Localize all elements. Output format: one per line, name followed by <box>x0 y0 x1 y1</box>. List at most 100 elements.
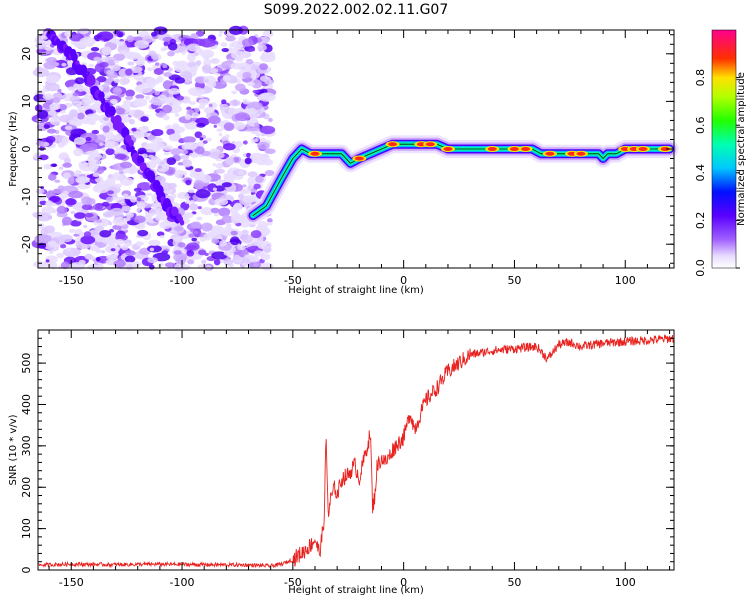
noise-blob <box>190 33 199 40</box>
noise-blob <box>81 142 98 151</box>
noise-blob <box>157 94 167 101</box>
secondary-trace-blob <box>89 76 96 86</box>
noise-blob <box>125 95 134 101</box>
noise-blob <box>39 145 45 151</box>
noise-blob <box>175 46 186 52</box>
noise-blob <box>41 49 47 53</box>
noise-blob <box>126 242 133 247</box>
noise-blob <box>206 137 212 142</box>
noise-blob <box>221 99 227 105</box>
colorbar-ticks: 0.0 0.2 0.4 0.6 0.8 <box>694 69 740 277</box>
snr-frame <box>37 329 675 571</box>
noise-blob <box>59 243 67 249</box>
noise-blob <box>95 219 103 223</box>
noise-blob <box>59 234 73 243</box>
noise-blob <box>101 250 106 254</box>
noise-blob <box>187 259 195 265</box>
noise-blob <box>147 67 153 72</box>
noise-blob <box>92 172 100 178</box>
noise-blob <box>145 95 150 100</box>
noise-blob <box>210 225 225 235</box>
noise-blob <box>247 107 257 116</box>
noise-blob <box>214 198 229 206</box>
noise-blob <box>183 74 193 83</box>
noise-blob <box>134 241 144 247</box>
spectrogram-noise <box>31 25 277 272</box>
noise-blob <box>44 242 60 251</box>
trace-hotspot <box>509 147 519 151</box>
noise-blob <box>229 99 241 107</box>
noise-blob <box>203 107 215 114</box>
noise-blob <box>76 112 85 120</box>
noise-blob <box>220 107 236 116</box>
noise-blob <box>75 103 82 109</box>
trace-hotspot <box>354 156 364 161</box>
noise-blob <box>184 121 199 130</box>
noise-blob <box>167 42 178 51</box>
colorbar-tick-label: 0.2 <box>694 212 707 230</box>
noise-blob <box>183 141 198 150</box>
noise-blob <box>252 138 259 143</box>
noise-blob <box>37 109 49 119</box>
noise-blob <box>137 147 147 155</box>
noise-blob <box>159 221 172 230</box>
noise-blob <box>95 248 102 254</box>
colorbar-tick-label: 0.4 <box>694 164 707 182</box>
x-tick-label: -100 <box>170 274 195 287</box>
noise-blob <box>156 143 166 150</box>
noise-blob <box>259 63 268 71</box>
noise-blob <box>179 154 190 160</box>
noise-blob <box>129 196 137 203</box>
noise-blob <box>231 40 244 48</box>
noise-blob <box>45 82 60 92</box>
noise-blob <box>260 253 271 261</box>
trace-hotspot <box>545 151 555 156</box>
secondary-trace-blob <box>179 219 185 226</box>
y-tick-label: 0 <box>20 146 33 153</box>
noise-blob <box>133 101 142 107</box>
noise-blob <box>107 239 117 247</box>
noise-blob <box>198 249 207 256</box>
noise-blob <box>166 157 177 166</box>
noise-blob <box>237 62 250 72</box>
noise-blob <box>229 236 240 246</box>
noise-blob <box>231 90 237 95</box>
noise-blob <box>42 93 54 101</box>
noise-blob <box>113 65 120 70</box>
noise-blob <box>231 140 236 145</box>
noise-blob <box>174 169 184 179</box>
noise-blob <box>250 230 262 239</box>
secondary-trace-blob <box>71 52 78 62</box>
noise-blob <box>250 65 260 70</box>
snr-panel: -150 -100 -50 0 50 100 0 100 200 300 400 500 Heigh… <box>8 329 675 596</box>
noise-blob <box>34 104 43 112</box>
noise-blob <box>63 157 71 165</box>
noise-blob <box>109 207 124 216</box>
noise-blob <box>65 247 72 252</box>
colorbar-tick-label: 0.8 <box>694 69 707 87</box>
noise-blob <box>63 209 68 213</box>
noise-blob <box>231 214 243 224</box>
noise-blob <box>219 240 228 247</box>
noise-blob <box>189 203 199 211</box>
noise-blob <box>191 253 203 260</box>
noise-blob <box>74 170 82 175</box>
noise-blob <box>242 38 254 47</box>
noise-blob <box>84 212 94 218</box>
x-tick-label: 0 <box>400 576 407 589</box>
noise-blob <box>244 157 252 165</box>
noise-blob <box>149 247 155 252</box>
noise-blob <box>189 169 195 174</box>
noise-blob <box>44 46 53 51</box>
noise-blob <box>200 207 214 216</box>
noise-blob <box>257 241 272 250</box>
noise-blob <box>61 216 73 226</box>
noise-blob <box>35 188 45 194</box>
noise-blob <box>45 259 50 263</box>
noise-blob <box>89 246 94 251</box>
noise-blob <box>213 258 221 266</box>
x-tick-label: -150 <box>59 576 84 589</box>
noise-blob <box>60 261 70 270</box>
noise-blob <box>259 125 276 135</box>
